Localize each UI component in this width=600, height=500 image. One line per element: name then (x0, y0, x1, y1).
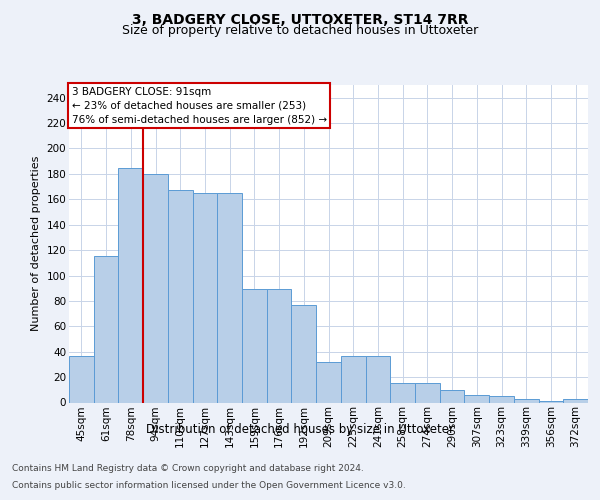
Bar (217, 193, 242, 402)
Bar (193, 193, 217, 402)
Bar (118, 168, 143, 402)
Y-axis label: Number of detached properties: Number of detached properties (31, 156, 41, 332)
Bar (464, 395, 489, 402)
Bar (316, 362, 341, 403)
Bar (563, 398, 588, 402)
Bar (365, 356, 390, 403)
Text: Size of property relative to detached houses in Uttoxeter: Size of property relative to detached ho… (122, 24, 478, 37)
Text: Contains HM Land Registry data © Crown copyright and database right 2024.: Contains HM Land Registry data © Crown c… (12, 464, 364, 473)
Text: Distribution of detached houses by size in Uttoxeter: Distribution of detached houses by size … (146, 422, 454, 436)
Bar (415, 384, 440, 402)
Bar (168, 190, 193, 402)
Bar (514, 398, 539, 402)
Text: 3, BADGERY CLOSE, UTTOXETER, ST14 7RR: 3, BADGERY CLOSE, UTTOXETER, ST14 7RR (132, 12, 468, 26)
Bar (143, 174, 168, 402)
Bar (242, 290, 267, 403)
Bar (341, 356, 365, 403)
Bar (489, 396, 514, 402)
Bar (440, 390, 464, 402)
Bar (69, 356, 94, 403)
Bar (539, 401, 563, 402)
Bar (292, 304, 316, 402)
Text: 3 BADGERY CLOSE: 91sqm
← 23% of detached houses are smaller (253)
76% of semi-de: 3 BADGERY CLOSE: 91sqm ← 23% of detached… (71, 86, 327, 124)
Bar (267, 290, 292, 403)
Bar (390, 384, 415, 402)
Text: Contains public sector information licensed under the Open Government Licence v3: Contains public sector information licen… (12, 481, 406, 490)
Bar (94, 256, 118, 402)
